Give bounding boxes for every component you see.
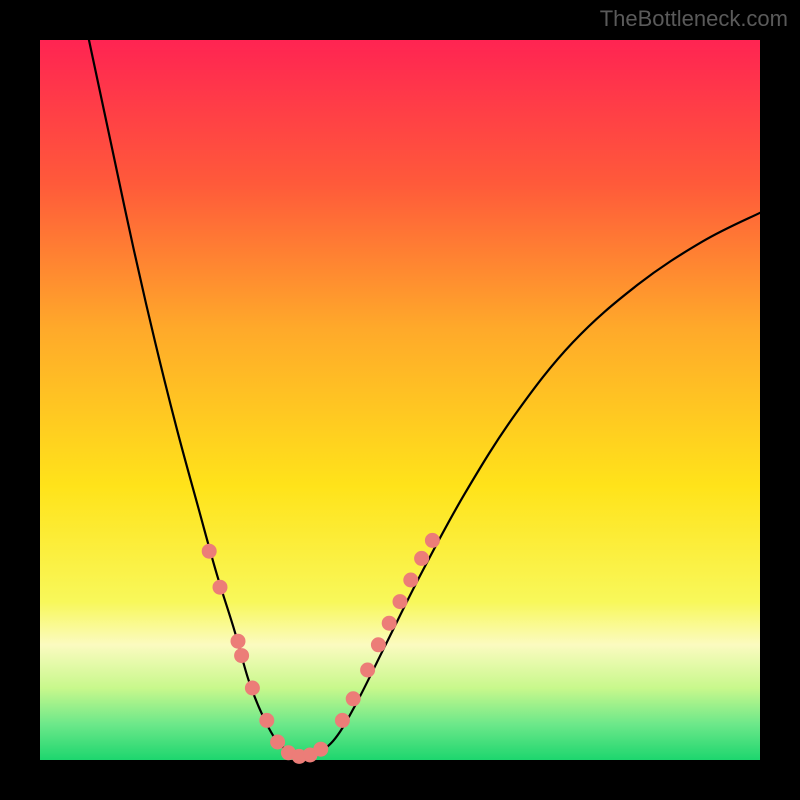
marker-point [231, 634, 245, 648]
marker-point [213, 580, 227, 594]
marker-point [271, 735, 285, 749]
marker-point [371, 638, 385, 652]
marker-point [425, 533, 439, 547]
marker-point [314, 742, 328, 756]
marker-point [335, 713, 349, 727]
marker-point [393, 595, 407, 609]
marker-point [235, 649, 249, 663]
marker-point [404, 573, 418, 587]
marker-point [346, 692, 360, 706]
watermark-text: TheBottleneck.com [600, 6, 788, 32]
plot-background [40, 40, 760, 760]
marker-point [361, 663, 375, 677]
marker-point [202, 544, 216, 558]
marker-point [415, 551, 429, 565]
marker-point [245, 681, 259, 695]
marker-point [382, 616, 396, 630]
bottleneck-curve-chart [0, 0, 800, 800]
marker-point [260, 713, 274, 727]
chart-container: TheBottleneck.com [0, 0, 800, 800]
